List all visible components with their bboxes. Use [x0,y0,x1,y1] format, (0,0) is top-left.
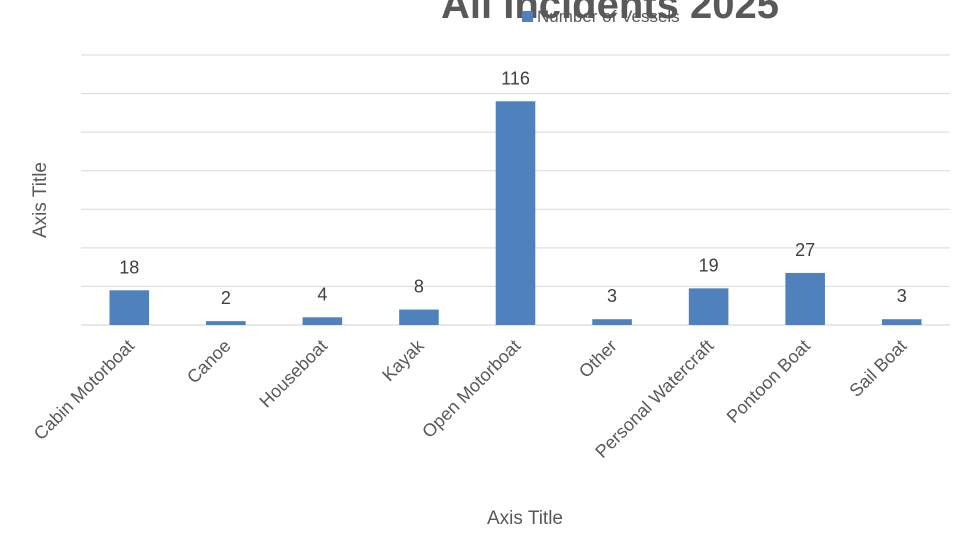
data-label: 116 [501,68,530,88]
y-axis-title: Axis Title [30,162,51,238]
chart-title: All Incidents 2025 [441,0,779,27]
bar-canoe [206,321,246,325]
x-tick-label: Pontoon Boat [723,336,814,427]
data-label: 3 [897,286,907,306]
bar-houseboat [302,317,343,325]
x-tick-label: Open Motorboat [418,336,524,442]
x-tick-label: Kayak [378,335,428,385]
bar-kayak [399,309,439,325]
x-tick-label: Cabin Motorboat [30,336,138,444]
legend-swatch [522,11,533,22]
legend-label: Number of Vessels [537,7,680,26]
legend: Number of Vessels [522,7,680,26]
x-tick-label: Other [575,336,621,382]
data-label: 18 [119,257,139,277]
bars [109,101,922,326]
data-label: 3 [607,286,617,306]
x-tick-label: Houseboat [256,336,332,412]
bar-cabin-motorboat [109,290,150,325]
bar-pontoon-boat [785,272,825,325]
data-labels: 18 2 4 8 116 3 19 27 3 [119,68,906,308]
data-label: 27 [795,240,815,260]
data-label: 2 [221,288,231,308]
x-axis-title: Axis Title [487,508,563,529]
x-tick-label: Sail Boat [845,336,910,401]
bar-open-motorboat [495,101,536,326]
bar-personal-watercraft [688,288,729,325]
bar-other [592,319,632,325]
bar-sail-boat [881,319,922,325]
x-tick-label: Canoe [183,336,235,388]
data-label: 19 [699,255,719,275]
data-label: 8 [414,277,424,297]
data-label: 4 [317,284,327,304]
